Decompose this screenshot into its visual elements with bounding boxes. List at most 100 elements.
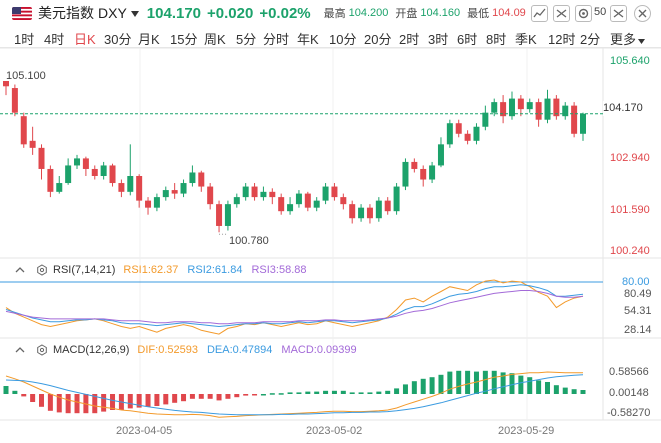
macd-histogram-bar (385, 390, 391, 394)
close-icon[interactable] (634, 5, 651, 22)
tab-daily[interactable]: 日K (74, 32, 96, 47)
tab-intraday[interactable]: 分时 (263, 32, 290, 47)
rsi3-value: RSI3:58.88 (251, 264, 307, 276)
macd-histogram-bar (39, 394, 45, 407)
chart-type-icon[interactable] (531, 5, 548, 22)
rsi-series-line (5, 290, 584, 325)
current-price-tag: 104.170 (603, 101, 655, 116)
tab-4h[interactable]: 4时 (44, 32, 65, 47)
tab-3h[interactable]: 3时 (428, 32, 449, 47)
candle-body (38, 147, 45, 169)
tab-quarterly[interactable]: 季K (515, 32, 537, 47)
symbol-code[interactable]: DXY (98, 5, 127, 21)
candle-body (473, 126, 480, 141)
tab-2m[interactable]: 2分 (580, 32, 601, 47)
macd-histogram-bar (358, 392, 364, 394)
candle-body (571, 105, 578, 134)
macd-histogram-bar (225, 394, 231, 399)
candle-body (82, 158, 89, 169)
macd-histogram-bar (243, 394, 249, 396)
candle-body (482, 112, 489, 127)
tab-8h[interactable]: 8时 (486, 32, 507, 47)
candle-body (198, 172, 205, 187)
macd-histogram-bar (562, 387, 568, 394)
macd-histogram-bar (252, 394, 258, 396)
macd-histogram-bar (500, 372, 506, 394)
tab-5m[interactable]: 5分 (236, 32, 257, 47)
macd-plot (3, 370, 586, 418)
low-annotation: 100.780 (229, 235, 269, 247)
candle-body (402, 161, 409, 187)
candle-body (47, 168, 54, 192)
macd-histogram-bar (198, 394, 204, 399)
candle-body (517, 98, 524, 110)
low-label: 最低 (467, 8, 490, 20)
candle-body (109, 165, 116, 184)
macd-axis-label: 0.00148 (609, 387, 649, 399)
candle-body (411, 161, 418, 169)
macd-histogram-bar (74, 394, 80, 414)
more-menu[interactable]: 更多 (610, 29, 646, 48)
candle-body (340, 197, 347, 205)
indicator-settings-icon[interactable] (36, 264, 48, 276)
rsi-lines (5, 279, 584, 335)
candle-body (508, 98, 515, 117)
macd-histogram-bar (323, 390, 329, 394)
tab-2h[interactable]: 2时 (399, 32, 420, 47)
indicator-settings-icon[interactable] (36, 344, 48, 356)
symbol-name[interactable]: 美元指数 (38, 5, 94, 21)
tab-6h[interactable]: 6时 (457, 32, 478, 47)
dif-value: DIF:0.52593 (137, 344, 198, 356)
candle-body (562, 105, 569, 117)
macd-histogram-bar (92, 394, 98, 414)
collapse-icon[interactable] (14, 264, 26, 276)
rsi-title[interactable]: RSI(7,14,21) (53, 264, 116, 276)
candle-body (136, 176, 143, 201)
tab-1h[interactable]: 1时 (14, 32, 35, 47)
crosshair-icon[interactable] (610, 5, 627, 22)
tab-monthly[interactable]: 月K (138, 32, 160, 47)
macd-histogram-bar (12, 390, 18, 394)
symbol-dropdown-icon[interactable] (130, 4, 139, 22)
candle-body (544, 98, 551, 120)
macd-histogram-bar (296, 392, 302, 394)
macd-histogram-bar (447, 371, 453, 394)
tab-weekly[interactable]: 周K (204, 32, 226, 47)
macd-histogram-bar (349, 392, 355, 394)
date-label: 2023-04-05 (116, 425, 173, 437)
candle-body (393, 186, 400, 212)
compare-icon[interactable] (553, 5, 570, 22)
tab-15m[interactable]: 15分 (170, 32, 198, 47)
tab-yearly[interactable]: 年K (297, 32, 319, 47)
candle-body (100, 165, 107, 176)
tab-20m[interactable]: 20分 (364, 32, 392, 47)
tab-12h[interactable]: 12时 (548, 32, 576, 47)
candle-body (437, 144, 444, 166)
rsi1-value: RSI1:62.37 (123, 264, 179, 276)
collapse-icon[interactable] (14, 344, 26, 356)
candle-body (420, 168, 427, 180)
macd-histogram-bar (181, 394, 187, 402)
macd-histogram-bar (473, 371, 479, 394)
candle-body (322, 186, 329, 201)
rsi-axis-label: 80.00 (622, 276, 650, 288)
macd-title[interactable]: MACD(12,26,9) (53, 344, 130, 356)
partial-stat-value: 50 (594, 6, 607, 18)
current-price-value: 104.170 (603, 102, 643, 114)
macd-histogram-bar (56, 394, 62, 413)
last-price: 104.170 (146, 4, 202, 22)
candle-body (56, 183, 63, 192)
candle-body (260, 191, 267, 198)
rsi-axis-label: 80.49 (624, 288, 652, 300)
macd-histogram-bar (536, 380, 542, 394)
tab-10m[interactable]: 10分 (329, 32, 357, 47)
candle-body (74, 158, 81, 166)
symbol-bar: 美元指数 DXY 104.170 +0.020 +0.02% 最高 104.20… (0, 0, 661, 26)
candle-body (11, 88, 18, 113)
macd-histogram-bar (127, 394, 133, 409)
candle-body (375, 200, 382, 219)
macd-histogram-bar (420, 378, 426, 394)
settings-icon[interactable] (575, 5, 592, 22)
tab-30m[interactable]: 30分 (104, 32, 132, 47)
